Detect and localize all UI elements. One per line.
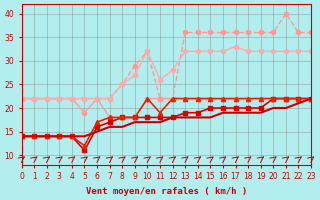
X-axis label: Vent moyen/en rafales ( km/h ): Vent moyen/en rafales ( km/h ): [86, 187, 247, 196]
